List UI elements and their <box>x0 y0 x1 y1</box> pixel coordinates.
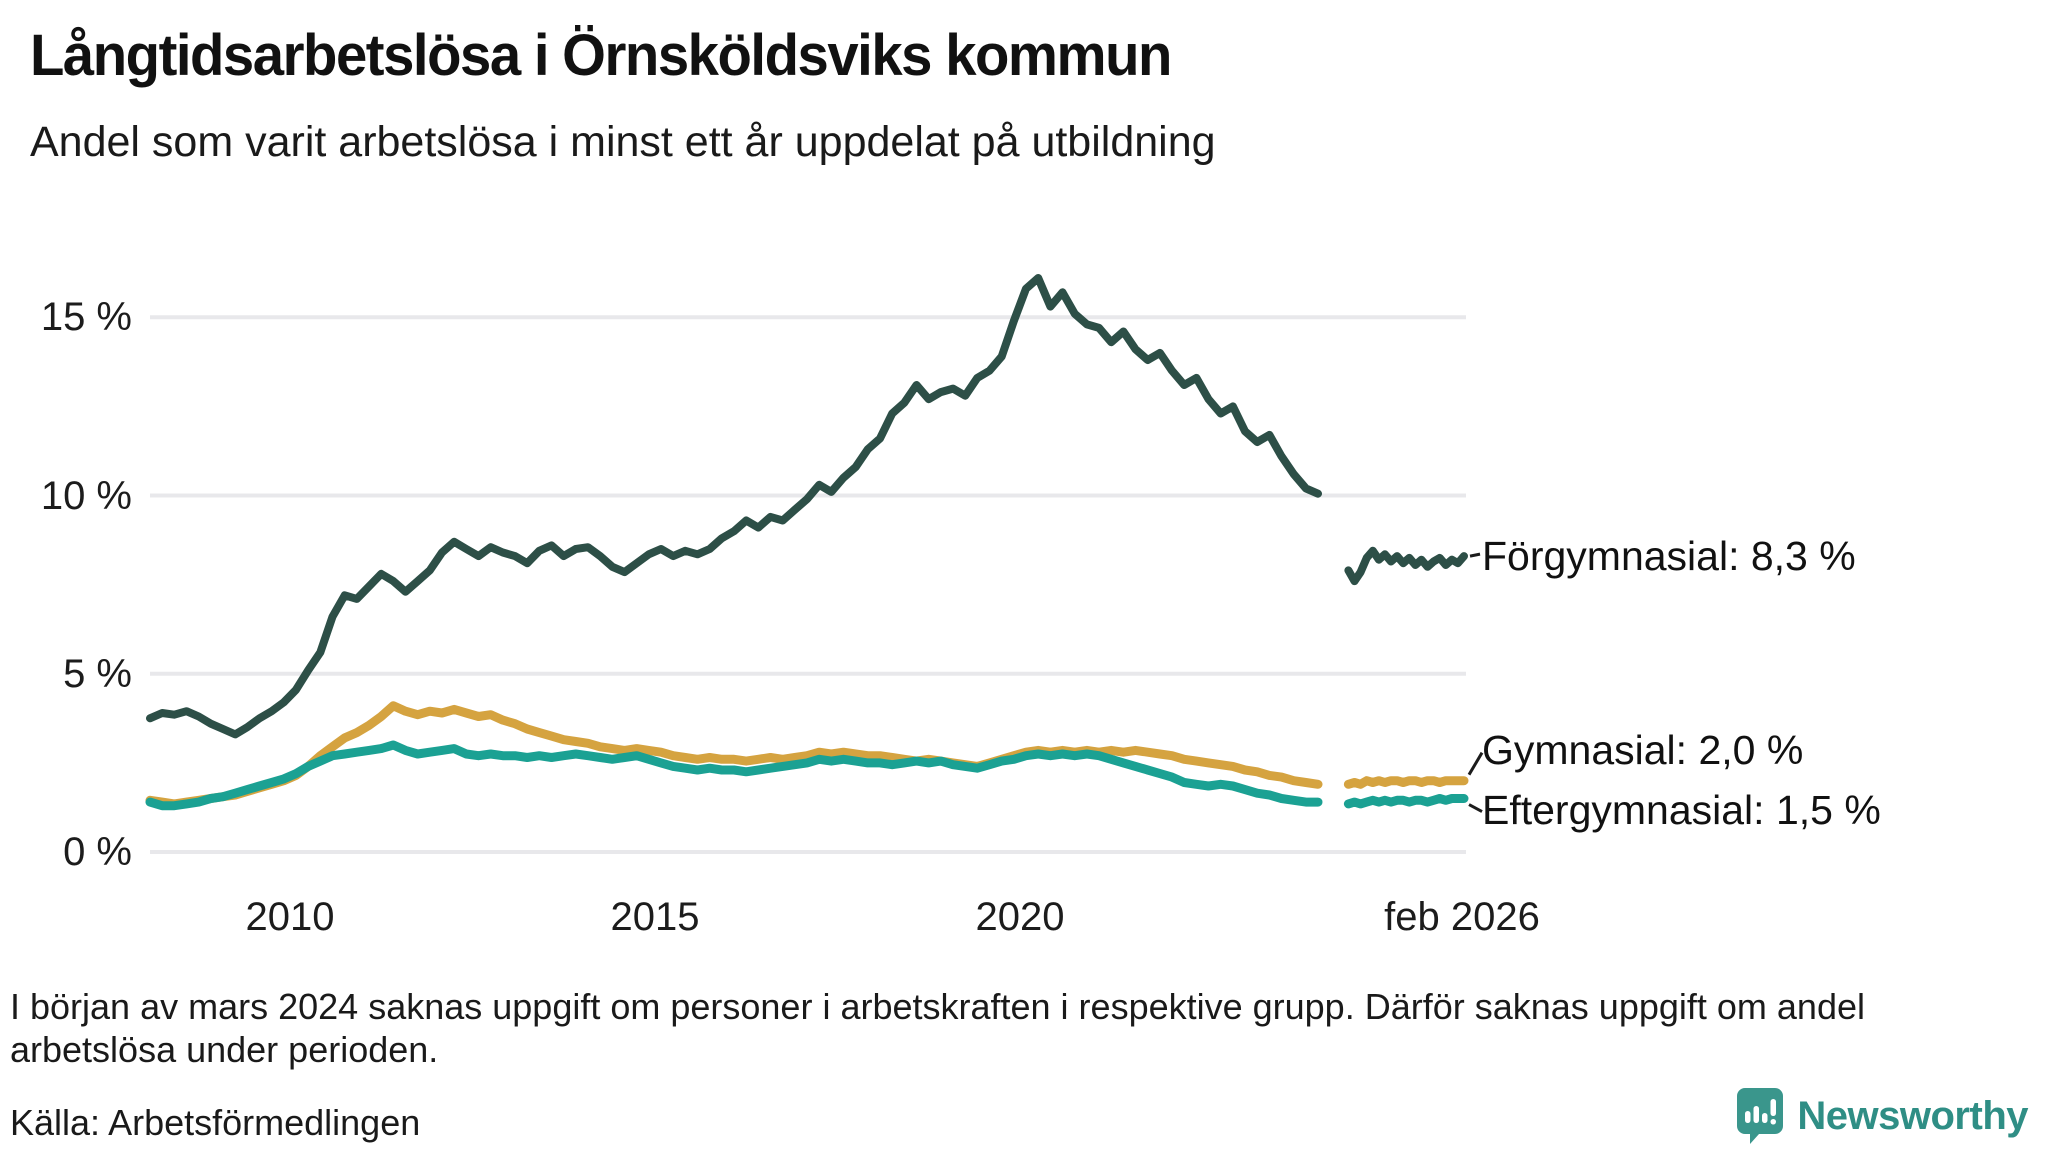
x-axis-tick-2015: 2015 <box>610 895 700 939</box>
series-line-after-gap-eftergymnasial <box>1343 794 1469 809</box>
leader-forgymnasial <box>1469 552 1481 558</box>
series-end-label-gymnasial: Gymnasial: 2,0 % <box>1482 727 1804 773</box>
series-end-label-forgymnasial: Förgymnasial: 8,3 % <box>1482 533 1856 579</box>
series-line-after-gap-förgymnasial <box>1344 546 1468 586</box>
series-line-förgymnasial <box>146 274 1322 739</box>
series-end-label-eftergymnasial: Eftergymnasial: 1,5 % <box>1482 787 1881 833</box>
y-axis-tick-0: 0 % <box>63 830 132 874</box>
leader-gymnasial <box>1467 751 1484 776</box>
y-axis-tick-5: 5 % <box>63 651 132 696</box>
y-axis-tick-15: 15 % <box>40 295 132 340</box>
page-title: Långtidsarbetslösa i Örnsköldsviks kommu… <box>30 23 1172 88</box>
x-axis-tick-feb-2026: feb 2026 <box>1384 895 1540 939</box>
brand-name: Newsworthy <box>1797 1093 2028 1138</box>
leader-eftergymnasial <box>1468 803 1483 813</box>
brand: Newsworthy <box>1737 1088 2028 1144</box>
series-line-gymnasial <box>145 701 1323 809</box>
series-line-after-gap-gymnasial <box>1343 776 1469 789</box>
x-axis-tick-2010: 2010 <box>245 895 335 939</box>
newsworthy-logo-icon <box>1737 1088 1784 1144</box>
x-axis-tick-2020: 2020 <box>975 895 1065 939</box>
y-axis-tick-10: 10 % <box>40 473 132 518</box>
page-subtitle: Andel som varit arbetslösa i minst ett å… <box>30 118 1216 166</box>
series-line-eftergymnasial <box>145 740 1323 811</box>
source-note: Källa: Arbetsförmedlingen <box>10 1102 421 1143</box>
footnote: I början av mars 2024 saknas uppgift om … <box>10 986 1865 1070</box>
